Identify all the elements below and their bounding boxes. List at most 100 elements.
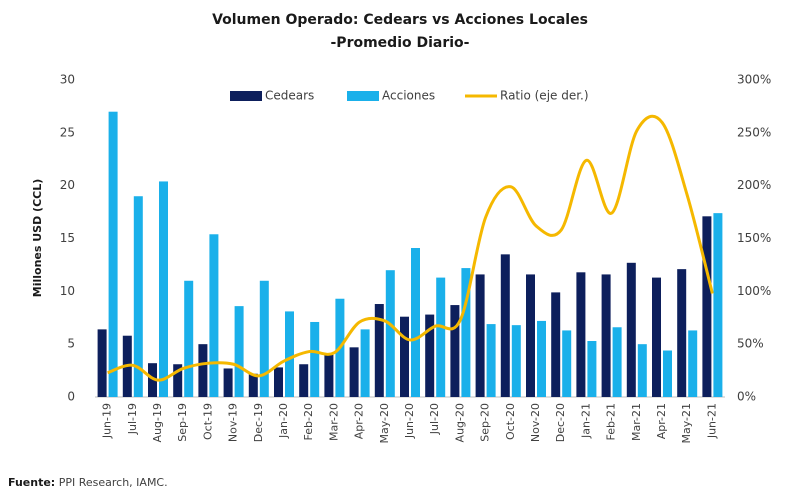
y-axis-label: Millones USD (CCL) [31,179,44,298]
bar [500,254,510,397]
x-tick-label: Feb-21 [605,403,618,440]
x-tick-label: Jan-20 [277,403,290,439]
y2-tick-label: 150% [737,231,771,245]
y2-tick-label: 200% [737,178,771,192]
bar [324,354,334,397]
bar [626,262,636,397]
y-tick-label: 20 [60,178,75,192]
legend-swatch [230,91,262,101]
x-tick-label: Dec-20 [554,403,567,442]
bar [234,306,244,397]
x-tick-label: May-20 [378,403,391,444]
bar [601,274,611,397]
bar [184,280,194,397]
bar [461,268,471,397]
bar [436,277,446,397]
bar [209,234,219,397]
bar [576,272,586,397]
chart-title: Volumen Operado: Cedears vs Acciones Loc… [212,12,588,28]
y-tick-label: 5 [67,337,75,351]
bar [537,320,546,397]
x-tick-label: Apr-21 [655,403,668,439]
source: Fuente: PPI Research, IAMC. [8,476,168,489]
bar [511,325,521,397]
bar [475,274,485,397]
bar [285,311,294,397]
x-tick-label: Dec-19 [252,403,265,442]
x-tick-label: Jun-19 [101,403,114,439]
bar [562,330,572,397]
x-tick-label: Jul-20 [428,403,441,435]
bar [223,368,233,397]
bar [551,292,561,397]
bar [702,216,712,397]
bar [148,363,157,397]
bar [259,280,269,397]
y2-tick-label: 0% [737,390,756,404]
source-text: PPI Research, IAMC. [59,476,168,489]
y-tick-label: 0 [67,390,75,404]
ratio-line [107,114,714,382]
bar [310,321,320,397]
y2-tick-label: 250% [737,125,771,139]
bar [612,327,622,397]
bar [688,330,698,397]
bar [133,196,143,397]
y2-tick-label: 50% [737,337,764,351]
legend-label: Cedears [265,89,314,103]
x-tick-label: Aug-20 [453,403,466,442]
bar [299,364,309,397]
bar [385,270,395,397]
x-tick-label: Sep-19 [176,403,189,442]
bar [652,277,661,397]
x-tick-label: Feb-20 [302,403,315,440]
x-tick-label: Oct-19 [201,403,214,440]
bar [159,181,168,397]
bar [400,316,409,397]
y2-tick-label: 100% [737,284,771,298]
y2-tick-label: 300% [737,73,771,87]
bar [713,213,723,397]
bar [248,373,258,397]
x-tick-label: Jun-21 [705,403,718,439]
source-label: Fuente: [8,476,55,489]
x-tick-label: Aug-19 [151,403,164,442]
bar [411,248,420,397]
bar [637,344,647,397]
bar [108,111,118,397]
x-tick-label: Nov-20 [529,403,542,442]
bar [360,329,370,397]
bar [677,269,687,397]
x-tick-label: May-21 [680,403,693,444]
chart-subtitle: -Promedio Diario- [331,35,470,51]
legend-label: Ratio (eje der.) [500,89,589,103]
bar [349,347,359,397]
bar [425,314,435,397]
bar [198,344,208,397]
x-tick-label: Jan-21 [579,403,592,439]
x-tick-label: Mar-21 [630,403,643,441]
bar [526,274,535,397]
bar [486,324,496,397]
bar [97,329,107,397]
y-tick-label: 25 [60,125,75,139]
bar [374,304,384,397]
x-tick-label: Sep-20 [479,403,492,442]
x-tick-label: Jun-20 [403,403,416,439]
bar [587,340,597,397]
x-tick-label: Oct-20 [504,403,517,440]
x-tick-label: Apr-20 [353,403,366,439]
legend-label: Acciones [382,89,435,103]
y-tick-label: 30 [60,73,75,87]
bar [450,305,460,397]
bar [663,350,672,397]
bar [274,367,283,397]
y-tick-label: 10 [60,284,75,298]
x-tick-label: Jul-19 [126,403,139,435]
bar [173,364,183,397]
legend-swatch [347,91,379,101]
y-tick-label: 15 [60,231,75,245]
x-tick-label: Nov-19 [227,403,240,442]
x-tick-label: Mar-20 [327,403,340,441]
